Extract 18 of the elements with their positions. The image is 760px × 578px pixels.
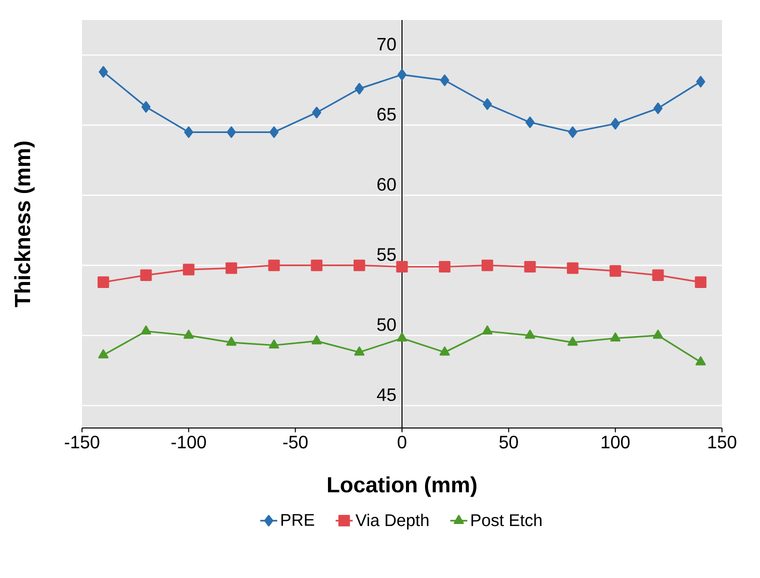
y-tick-label: 50 [377,318,396,331]
legend-label: Post Etch [471,514,542,526]
y-tick-label: 55 [377,248,396,261]
x-tick-label: -100 [172,436,206,448]
y-axis-title: Thickness (mm) [14,142,35,308]
x-tick-label: 150 [708,436,736,448]
y-tick-label: 70 [377,38,396,51]
y-tick-label: 45 [376,388,396,402]
x-tick-label: 100 [602,436,630,448]
x-tick-label: -150 [64,436,100,448]
x-tick-label: 50 [499,436,518,448]
x-tick-label: 0 [398,436,406,448]
legend-label: Via Depth [356,514,428,530]
x-tick-label: -50 [283,436,308,448]
x-axis-title: Location (mm) [328,476,476,497]
y-tick-label: 65 [377,108,396,121]
legend-label: PRE [281,514,314,526]
y-tick-label: 60 [377,178,396,191]
